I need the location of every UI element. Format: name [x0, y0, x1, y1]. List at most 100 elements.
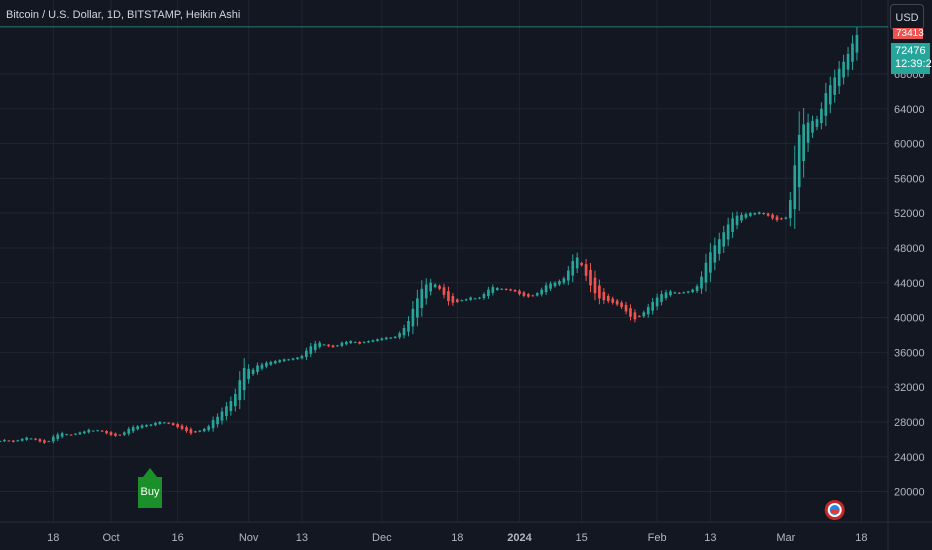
candle-down — [34, 438, 37, 440]
buy-arrow-icon — [143, 468, 157, 477]
candle-up — [265, 362, 268, 367]
candle-up — [149, 424, 153, 426]
candle-up — [122, 432, 126, 435]
candle-up — [242, 368, 246, 391]
candle-up — [722, 232, 726, 247]
candle-up — [216, 416, 219, 425]
last-price-value: 72476 — [895, 45, 926, 57]
candle-up — [202, 428, 206, 432]
flag-event-icon[interactable] — [824, 500, 845, 520]
candle-up — [362, 341, 366, 343]
candle-down — [331, 345, 335, 348]
candle-up — [136, 426, 139, 430]
candle-up — [433, 284, 437, 288]
candle-up — [389, 337, 393, 339]
candle-down — [780, 218, 783, 220]
candle-up — [220, 411, 224, 421]
candle-up — [837, 68, 841, 87]
price-tick-label: 28000 — [894, 417, 925, 429]
candle-up — [344, 341, 348, 345]
candle-down — [611, 298, 615, 303]
candle-up — [65, 434, 68, 436]
price-tick-label: 64000 — [894, 104, 925, 116]
candle-up — [411, 308, 415, 327]
candle-down — [522, 292, 526, 296]
candle-down — [451, 296, 455, 303]
candle-down — [615, 300, 619, 305]
time-tick-label: 18 — [47, 532, 59, 544]
candle-up — [238, 380, 242, 401]
candle-up — [820, 108, 823, 124]
candle-down — [43, 440, 46, 443]
candles — [0, 27, 859, 520]
candle-up — [91, 430, 95, 432]
candle-up — [673, 292, 677, 294]
candle-down — [527, 294, 530, 297]
candle-up — [695, 286, 699, 291]
currency-button[interactable]: USD — [890, 4, 924, 30]
candle-up — [824, 93, 828, 116]
candle-up — [709, 252, 712, 273]
candle-up — [655, 297, 659, 307]
candle-up — [278, 360, 282, 363]
bar-countdown: 12:39:27 — [895, 58, 932, 70]
price-tick-label: 44000 — [894, 278, 925, 290]
candle-up — [846, 53, 850, 70]
candle-up — [158, 421, 162, 424]
candle-up — [349, 341, 353, 344]
candle-up — [793, 165, 797, 210]
candle-down — [180, 425, 184, 429]
candle-up — [251, 369, 255, 374]
candle-up — [833, 77, 837, 95]
buy-signal-label[interactable]: Buy — [138, 477, 162, 508]
candle-up — [380, 338, 384, 341]
candle-up — [495, 287, 499, 290]
candle-up — [682, 292, 686, 294]
candle-up — [726, 224, 730, 240]
candle-up — [842, 61, 845, 78]
candle-up — [127, 428, 131, 434]
candle-up — [704, 262, 708, 283]
candle-up — [51, 436, 55, 442]
candle-down — [176, 424, 179, 428]
candle-up — [646, 307, 650, 315]
candle-up — [309, 346, 313, 354]
candle-up — [296, 357, 299, 360]
candle-down — [602, 291, 606, 301]
candle-up — [815, 119, 819, 127]
candle-up — [575, 257, 579, 269]
candle-down — [109, 432, 113, 435]
candle-up — [460, 300, 464, 302]
candle-up — [154, 422, 157, 426]
candle-up — [229, 401, 233, 412]
candle-up — [162, 422, 166, 424]
high-price-tag: 73413 — [893, 28, 924, 39]
candle-down — [629, 308, 632, 317]
candle-up — [233, 394, 237, 407]
candle-down — [620, 302, 623, 308]
candle-up — [384, 337, 388, 340]
time-tick-label: 16 — [171, 532, 183, 544]
candle-up — [247, 368, 250, 380]
candle-up — [713, 245, 717, 263]
time-tick-label: 13 — [296, 532, 308, 544]
candle-down — [504, 288, 508, 290]
candle-up — [87, 429, 91, 433]
candle-down — [518, 290, 521, 295]
candle-up — [260, 364, 264, 369]
time-tick-label: 18 — [855, 532, 867, 544]
candle-down — [438, 285, 441, 289]
candle-up — [402, 327, 406, 336]
candle-up — [744, 214, 748, 218]
candle-up — [469, 297, 472, 300]
candle-up — [131, 427, 135, 432]
candle-up — [29, 438, 33, 440]
candle-up — [376, 339, 379, 341]
candle-down — [775, 216, 779, 221]
candle-down — [69, 434, 73, 436]
candle-up — [571, 261, 575, 276]
candle-up — [553, 282, 557, 287]
candle-up — [562, 278, 566, 283]
